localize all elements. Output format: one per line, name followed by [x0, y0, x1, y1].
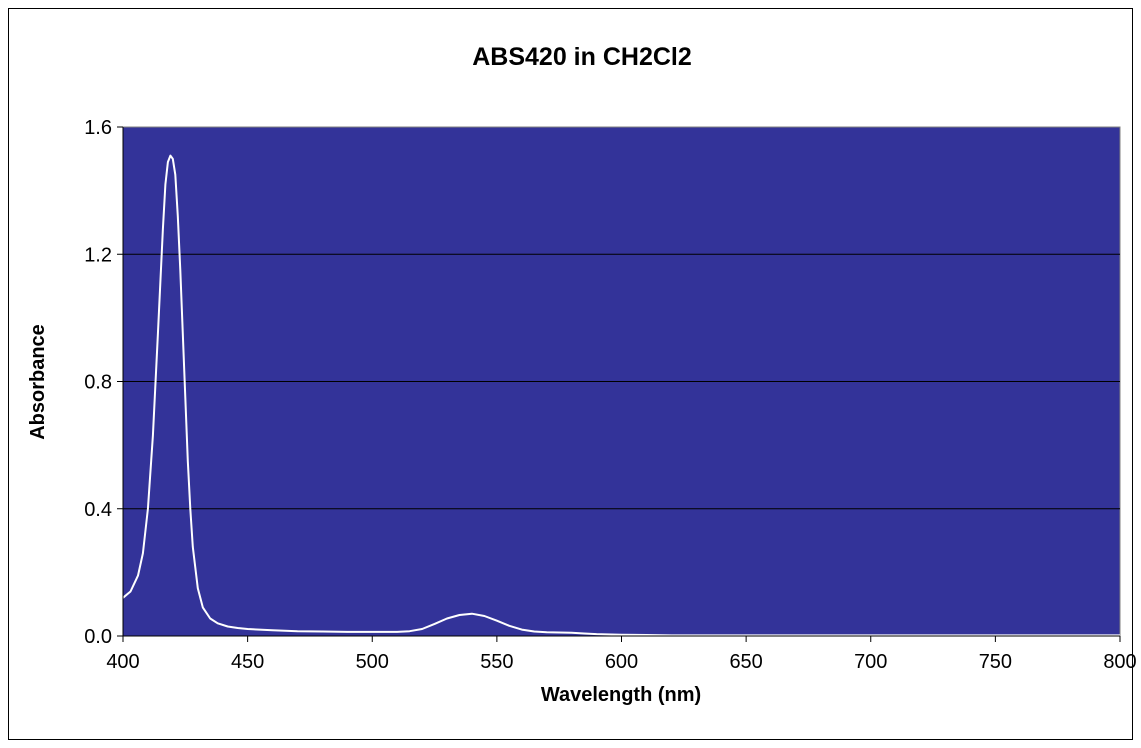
x-tick-label: 600 — [605, 651, 638, 673]
x-tick-label: 650 — [729, 651, 762, 673]
x-axis-label: Wavelength (nm) — [541, 684, 701, 706]
y-tick-label: 0.4 — [84, 499, 112, 521]
x-tick-label: 500 — [356, 651, 389, 673]
x-tick-label: 550 — [480, 651, 513, 673]
y-axis-ticks: 0.0 0.4 0.8 1.2 1.6 — [84, 117, 123, 648]
x-axis-ticks: 400 450 500 550 600 650 700 750 800 — [106, 636, 1137, 673]
y-tick-label: 0.0 — [84, 626, 112, 648]
gridlines — [123, 253, 1120, 510]
y-tick-label: 1.2 — [84, 244, 112, 266]
x-tick-label: 800 — [1103, 651, 1136, 673]
x-tick-label: 750 — [979, 651, 1012, 673]
absorbance-series-line — [122, 154, 1120, 637]
x-tick-label: 450 — [231, 651, 264, 673]
y-tick-label: 1.6 — [84, 117, 112, 139]
y-tick-label: 0.8 — [84, 372, 112, 394]
x-tick-label: 700 — [854, 651, 887, 673]
x-tick-label: 400 — [106, 651, 139, 673]
y-axis-label: Absorbance — [27, 324, 49, 440]
chart-title: ABS420 in CH2Cl2 — [472, 43, 692, 71]
